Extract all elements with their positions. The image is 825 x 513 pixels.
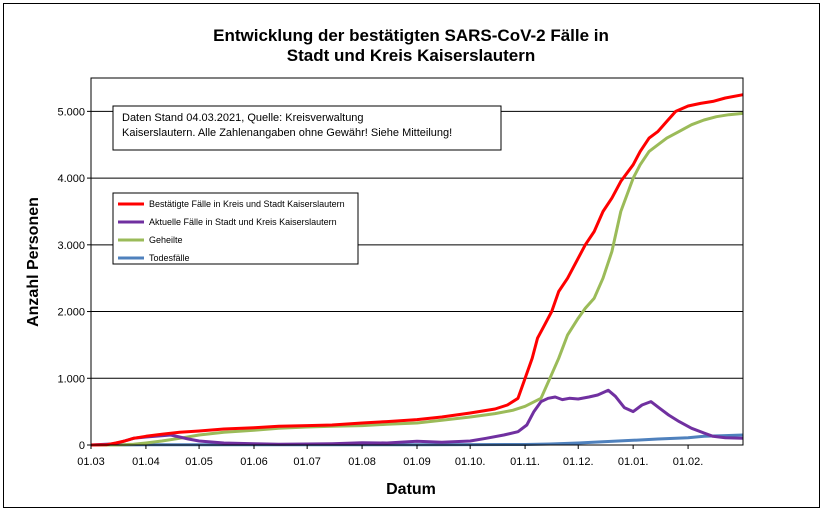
chart-title-line1: Entwicklung der bestätigten SARS-CoV-2 F… xyxy=(213,26,609,45)
legend: Bestätigte Fälle in Kreis und Stadt Kais… xyxy=(112,192,359,265)
y-tick-label-4: 4.000 xyxy=(57,173,85,185)
x-tick-label-10: 01.01. xyxy=(618,456,649,468)
x-tick-label-7: 01.10. xyxy=(455,456,486,468)
chart-title-line2: Stadt und Kreis Kaiserslautern xyxy=(287,46,535,65)
legend-frame xyxy=(112,192,359,265)
x-axis: 01.03 01.04 01.05 01.06 01.07 01.08 01.09 01.10… xyxy=(77,445,703,468)
y-tick-label-2: 2.000 xyxy=(57,307,85,319)
legend-label-2: Geheilte xyxy=(149,235,183,245)
x-tick-label-3: 01.06 xyxy=(240,456,268,468)
series-line-0 xyxy=(90,93,744,447)
x-tick-label-5: 01.08 xyxy=(348,456,376,468)
x-tick-label-9: 01.12. xyxy=(563,456,594,468)
annotation-line1: Daten Stand 04.03.2021, Quelle: Kreisver… xyxy=(122,112,364,124)
y-axis-title: Anzahl Personen xyxy=(25,197,42,327)
annotation-box: Daten Stand 04.03.2021, Quelle: Kreisver… xyxy=(112,105,502,151)
legend-label-1: Aktuelle Fälle in Stadt und Kreis Kaiser… xyxy=(149,217,337,227)
line-chart: Entwicklung der bestätigten SARS-CoV-2 F… xyxy=(25,26,744,498)
y-tick-label-1: 1.000 xyxy=(57,373,85,385)
x-tick-label-11: 01.02. xyxy=(673,456,704,468)
x-tick-label-1: 01.04 xyxy=(132,456,160,468)
y-tick-label-3: 3.000 xyxy=(57,240,85,252)
annotation-line2: Kaiserslautern. Alle Zahlenangaben ohne … xyxy=(122,127,452,139)
y-tick-label-5: 5.000 xyxy=(57,106,85,118)
x-tick-label-4: 01.07 xyxy=(293,456,321,468)
y-tick-label-0: 0 xyxy=(79,440,85,452)
y-axis: 0 1.000 2.000 3.000 4.000 5.000 xyxy=(57,106,91,452)
series-lines xyxy=(90,93,744,447)
legend-label-3: Todesfälle xyxy=(149,253,190,263)
series-line-2 xyxy=(91,111,744,447)
x-tick-label-2: 01.05 xyxy=(185,456,213,468)
x-tick-label-0: 01.03 xyxy=(77,456,105,468)
annotation-frame xyxy=(112,105,502,151)
legend-label-0: Bestätigte Fälle in Kreis und Stadt Kais… xyxy=(149,199,345,209)
x-tick-label-6: 01.09 xyxy=(403,456,431,468)
x-tick-label-8: 01.11. xyxy=(510,456,540,468)
series-line-1 xyxy=(90,388,744,447)
chart-frame: Entwicklung der bestätigten SARS-CoV-2 F… xyxy=(3,3,820,508)
x-axis-title: Datum xyxy=(386,481,436,498)
